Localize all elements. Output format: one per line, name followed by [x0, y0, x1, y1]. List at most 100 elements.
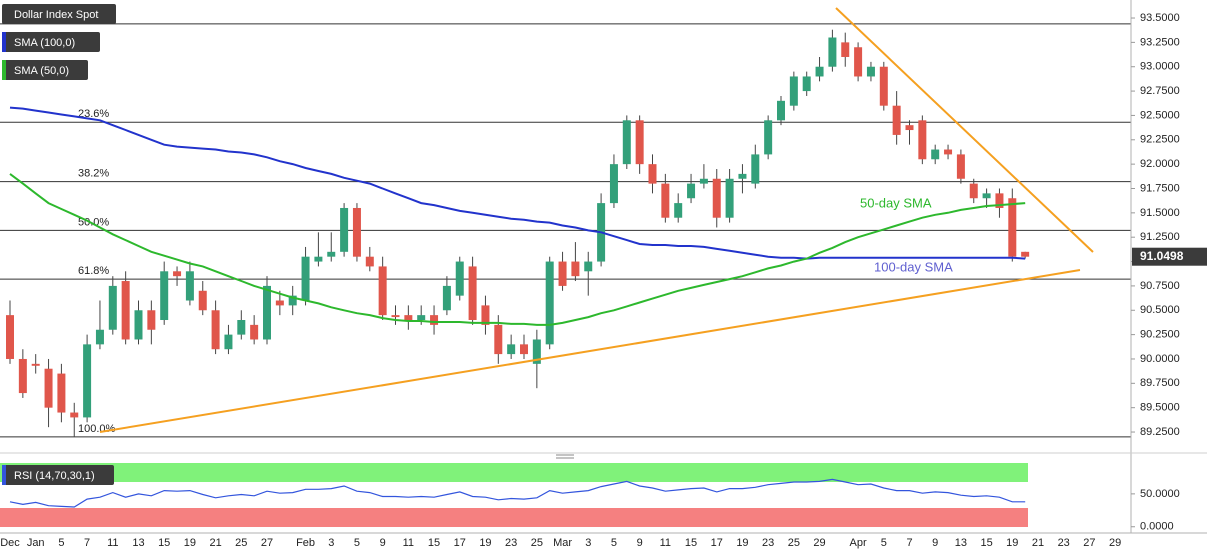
trend-line — [835, 7, 1094, 253]
candle-body — [918, 120, 927, 160]
candle-body — [147, 310, 156, 330]
candle-body — [738, 173, 747, 179]
candle-body — [507, 344, 516, 355]
candle-body — [789, 76, 798, 106]
candle-body — [661, 183, 670, 218]
candle-body — [352, 207, 361, 257]
candle-body — [44, 368, 53, 408]
candle-body — [1008, 198, 1017, 257]
y-tick-label: 91.2500 — [1140, 231, 1180, 243]
candle-body — [442, 285, 451, 311]
candle-body — [532, 339, 541, 364]
candle-body — [314, 256, 323, 262]
x-tick-label: 7 — [84, 537, 90, 549]
candle-body — [494, 324, 503, 355]
x-tick-label: 17 — [454, 537, 466, 549]
price-label-box — [1132, 247, 1207, 266]
candle-body — [635, 120, 644, 165]
candle-body — [764, 120, 773, 155]
candle-body — [995, 193, 1004, 208]
x-tick-label: 9 — [380, 537, 386, 549]
candle-body — [969, 183, 978, 199]
candle-body — [18, 358, 27, 394]
x-tick-label: 19 — [736, 537, 748, 549]
candle-body — [841, 42, 850, 57]
y-tick-label: 89.2500 — [1140, 426, 1180, 438]
candle-body — [134, 310, 143, 340]
x-tick-label: 23 — [1058, 537, 1070, 549]
legend-box[interactable] — [2, 32, 100, 52]
candle-body — [777, 100, 785, 121]
candle-body — [944, 149, 953, 155]
legend-box[interactable] — [2, 465, 114, 485]
x-tick-label: 19 — [1006, 537, 1018, 549]
candle-body — [6, 315, 14, 359]
x-tick-label: 9 — [932, 537, 938, 549]
x-tick-label: 13 — [132, 537, 144, 549]
x-tick-label: 19 — [479, 537, 491, 549]
candle-body — [802, 76, 811, 92]
candle-body — [57, 373, 66, 413]
y-tick-label: 0.0000 — [1140, 521, 1174, 533]
y-tick-label: 92.7500 — [1140, 85, 1180, 97]
x-tick-label: 3 — [328, 537, 334, 549]
candle-body — [931, 149, 940, 160]
y-tick-label: 93.2500 — [1140, 36, 1180, 48]
candle-body — [609, 164, 618, 204]
candle-body — [699, 178, 708, 184]
legend-box[interactable] — [2, 4, 116, 24]
candle-body — [751, 154, 760, 184]
level-label: 38.2% — [78, 168, 109, 180]
candle-body — [687, 183, 696, 199]
x-tick-label: Dec — [0, 537, 20, 549]
candle-body — [237, 320, 246, 335]
x-tick-label: 15 — [428, 537, 440, 549]
candle-body — [108, 285, 117, 330]
sma-line — [9, 173, 1026, 326]
candle-body — [185, 271, 194, 301]
candle-body — [828, 37, 837, 67]
legend-swatch — [2, 32, 6, 52]
x-tick-label: 3 — [585, 537, 591, 549]
y-tick-label: 92.5000 — [1140, 109, 1180, 121]
candle-body — [455, 261, 464, 296]
candle-body — [481, 305, 490, 325]
legend-box[interactable] — [2, 60, 88, 80]
x-tick-label: 27 — [261, 537, 273, 549]
candle-body — [854, 47, 863, 77]
legend-label: SMA (50,0) — [14, 65, 69, 77]
candle-body — [1021, 251, 1030, 257]
candle-body — [31, 363, 40, 366]
x-tick-label: Feb — [296, 537, 315, 549]
candle-body — [866, 66, 875, 77]
candle-body — [250, 324, 259, 340]
candle-body — [275, 300, 284, 306]
y-tick-label: 90.7500 — [1140, 280, 1180, 292]
sma-line — [9, 106, 1026, 260]
candle-body — [173, 271, 182, 277]
candle-body — [404, 315, 413, 321]
candle-body — [340, 207, 349, 252]
candle-body — [558, 261, 567, 286]
x-tick-label: 11 — [403, 537, 414, 549]
candle-body — [365, 256, 374, 267]
candle-body — [622, 120, 631, 165]
x-tick-label: 29 — [813, 537, 825, 549]
candle-body — [327, 251, 336, 257]
candle-body — [584, 261, 593, 272]
annotation: 100-day SMA — [874, 259, 953, 274]
candle-body — [211, 310, 220, 350]
x-tick-label: Apr — [850, 537, 867, 549]
x-tick-label: 5 — [611, 537, 617, 549]
candle-body — [982, 193, 991, 199]
price-panel: 23.6%38.2%50.0%61.8%100.0% — [0, 23, 1131, 438]
annotation: 50-day SMA — [860, 195, 932, 210]
candle-body — [160, 271, 169, 321]
candle-body — [263, 285, 271, 340]
x-tick-label: 29 — [1109, 537, 1121, 549]
candle-body — [725, 178, 734, 218]
trend-line — [99, 269, 1081, 433]
price-label: 91.0498 — [1140, 249, 1184, 263]
x-tick-label: 15 — [158, 537, 170, 549]
candle-body — [288, 295, 297, 306]
